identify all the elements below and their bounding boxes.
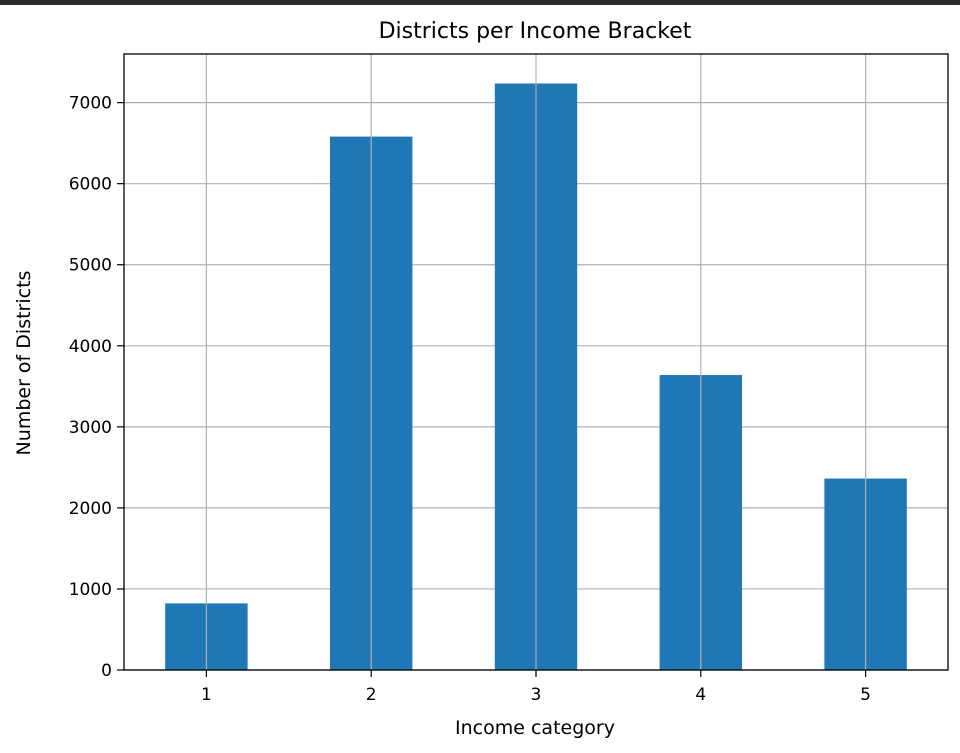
x-axis-label: Income category bbox=[455, 717, 615, 739]
chart-title: Districts per Income Bracket bbox=[379, 19, 692, 44]
window-top-bar bbox=[0, 0, 960, 5]
y-tick-label: 0 bbox=[101, 661, 112, 681]
y-tick-label: 1000 bbox=[69, 580, 112, 600]
y-tick-label: 3000 bbox=[69, 418, 112, 438]
x-tick-label: 4 bbox=[695, 685, 706, 705]
y-tick-label: 4000 bbox=[69, 337, 112, 357]
x-tick-label: 5 bbox=[860, 685, 871, 705]
y-tick-label: 5000 bbox=[69, 256, 112, 276]
plot-frame bbox=[123, 53, 949, 671]
y-axis-label: Number of Districts bbox=[13, 271, 35, 456]
x-tick-label: 2 bbox=[366, 685, 377, 705]
y-tick-label: 6000 bbox=[69, 175, 112, 195]
axes: 0 1000 2000 3000 4000 5000 6000 7000 1 2 3 4 5 bbox=[69, 53, 949, 705]
x-tick-label: 1 bbox=[201, 685, 212, 705]
y-tick-label: 2000 bbox=[69, 499, 112, 519]
vertical-grid-lines bbox=[205, 54, 867, 670]
y-tick-label: 7000 bbox=[69, 94, 112, 114]
x-tick-label: 3 bbox=[531, 685, 542, 705]
